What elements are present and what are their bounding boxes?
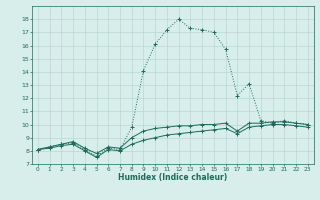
X-axis label: Humidex (Indice chaleur): Humidex (Indice chaleur) bbox=[118, 173, 228, 182]
